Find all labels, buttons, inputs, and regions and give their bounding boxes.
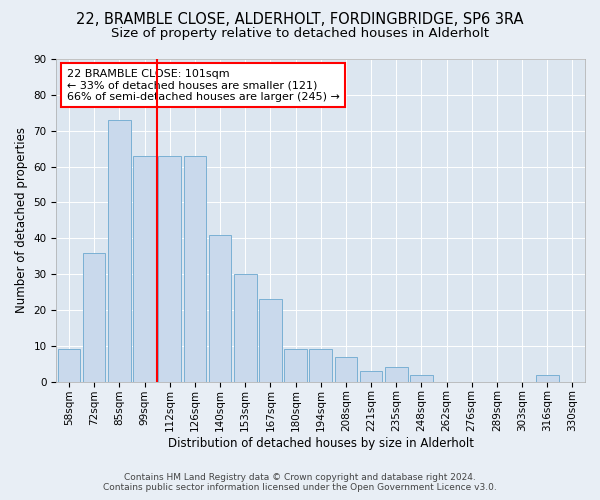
Text: 22, BRAMBLE CLOSE, ALDERHOLT, FORDINGBRIDGE, SP6 3RA: 22, BRAMBLE CLOSE, ALDERHOLT, FORDINGBRI… [76,12,524,28]
Bar [234,274,257,382]
Bar [83,252,106,382]
Text: 22 BRAMBLE CLOSE: 101sqm
← 33% of detached houses are smaller (121)
66% of semi-: 22 BRAMBLE CLOSE: 101sqm ← 33% of detach… [67,68,340,102]
Text: Size of property relative to detached houses in Alderholt: Size of property relative to detached ho… [111,28,489,40]
Bar [385,368,407,382]
Bar [58,350,80,382]
Bar [284,350,307,382]
Bar [184,156,206,382]
Y-axis label: Number of detached properties: Number of detached properties [15,128,28,314]
Bar [310,350,332,382]
Bar [335,356,357,382]
Bar [536,374,559,382]
Bar [410,374,433,382]
Bar [133,156,156,382]
Bar [259,299,281,382]
Bar [158,156,181,382]
Bar [209,234,232,382]
Bar [108,120,131,382]
Bar [360,371,382,382]
Text: Contains HM Land Registry data © Crown copyright and database right 2024.
Contai: Contains HM Land Registry data © Crown c… [103,473,497,492]
X-axis label: Distribution of detached houses by size in Alderholt: Distribution of detached houses by size … [168,437,474,450]
